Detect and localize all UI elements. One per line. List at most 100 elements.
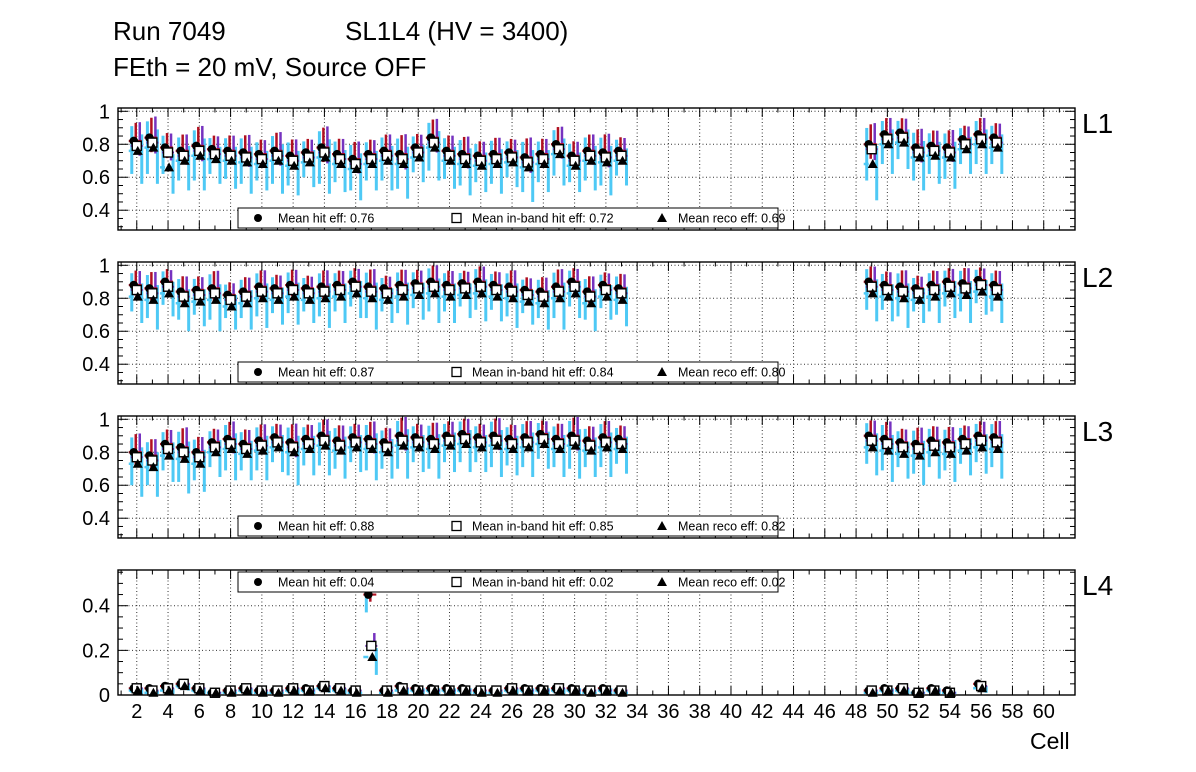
- inband-marker: [147, 288, 158, 299]
- legend-reco-label: Mean reco eff: 0.69: [678, 212, 786, 226]
- x-tick-label: 28: [532, 701, 554, 723]
- panel-frame: [117, 415, 1076, 539]
- legend-hit-label: Mean hit eff: 0.76: [278, 212, 374, 226]
- reco-marker: [586, 155, 597, 165]
- inband-marker: [897, 286, 909, 297]
- x-tick-label: 12: [282, 701, 304, 723]
- layer-label-l1: L1: [1082, 108, 1114, 139]
- reco-marker: [382, 155, 393, 165]
- reco-marker: [977, 442, 988, 452]
- reco-marker: [523, 685, 534, 695]
- reco-marker: [601, 442, 612, 452]
- x-tick-label: 48: [845, 701, 867, 723]
- inband-marker: [929, 440, 940, 451]
- reco-marker: [351, 442, 362, 452]
- y-tick-label: 0.8: [82, 288, 110, 310]
- x-tick-label: 40: [720, 701, 742, 723]
- inband-marker: [256, 286, 268, 297]
- reco-marker: [179, 453, 190, 463]
- reco-marker: [461, 685, 472, 695]
- inband-marker: [538, 291, 549, 302]
- reco-marker: [445, 440, 456, 450]
- reco-marker: [210, 154, 221, 164]
- reco-marker: [930, 291, 941, 301]
- reco-marker: [492, 291, 503, 301]
- reco-marker: [898, 137, 909, 147]
- reco-marker: [523, 296, 534, 306]
- legend-L2: Mean hit eff: 0.87 Mean in-band hit eff: …: [237, 361, 786, 383]
- legend-hit-marker: [254, 578, 262, 586]
- legend-L1: Mean hit eff: 0.76 Mean in-band hit eff: …: [237, 207, 786, 229]
- reco-marker: [257, 159, 268, 169]
- inband-marker: [866, 435, 877, 446]
- legend-inband-label: Mean in-band hit eff: 0.84: [472, 366, 614, 380]
- x-tick-label: 4: [162, 701, 173, 723]
- reco-marker: [617, 443, 628, 453]
- reco-marker: [289, 447, 300, 457]
- reco-marker: [429, 685, 440, 695]
- legend-box: [237, 361, 779, 383]
- reco-marker: [242, 685, 253, 695]
- x-tick-label: 56: [970, 701, 992, 723]
- inband-marker: [491, 284, 502, 296]
- y-tick-label: 0.4: [82, 354, 110, 376]
- reco-marker: [398, 291, 409, 301]
- y-tick-label: 0.4: [82, 508, 110, 530]
- reco-marker: [320, 152, 331, 162]
- reco-marker: [367, 159, 378, 169]
- legend-hit-label: Mean hit eff: 0.04: [278, 576, 374, 590]
- reco-marker: [164, 685, 175, 695]
- reco-marker: [523, 442, 534, 452]
- inband-marker: [553, 286, 565, 297]
- x-tick-label: 42: [751, 701, 773, 723]
- x-tick-label: 16: [345, 701, 367, 723]
- inband-marker: [272, 288, 283, 299]
- y-tick-label: 0.6: [82, 167, 110, 189]
- reco-marker: [554, 685, 565, 695]
- reco-marker: [382, 447, 393, 457]
- legend-hit-label: Mean hit eff: 0.88: [278, 520, 374, 534]
- legend-reco-marker: [657, 367, 667, 376]
- x-tick-label: 36: [657, 701, 679, 723]
- reco-marker: [601, 685, 612, 695]
- reco-marker: [992, 142, 1003, 152]
- inband-marker: [350, 281, 361, 292]
- legend-inband-marker: [451, 520, 462, 532]
- inband-marker: [194, 289, 205, 301]
- y-tick-label: 1: [99, 255, 110, 277]
- reco-marker: [445, 685, 456, 695]
- run-title: Run 7049: [113, 16, 226, 46]
- reco-marker: [570, 288, 581, 298]
- reco-marker: [570, 685, 581, 695]
- inband-marker: [334, 284, 346, 296]
- inband-marker: [913, 288, 924, 299]
- inband-marker: [428, 281, 440, 292]
- reco-marker: [945, 288, 956, 298]
- reco-marker: [414, 152, 425, 162]
- reco-marker: [508, 685, 519, 695]
- reco-marker: [132, 145, 143, 155]
- inband-marker: [366, 286, 377, 297]
- legend-box: [237, 571, 779, 593]
- reco-marker: [883, 445, 894, 455]
- superlayer-title: SL1L4 (HV = 3400): [345, 16, 569, 46]
- reco-marker: [945, 152, 956, 162]
- reco-marker: [257, 445, 268, 455]
- legend-reco-label: Mean reco eff: 0.02: [678, 576, 786, 590]
- reco-marker: [164, 162, 175, 172]
- reco-marker: [367, 293, 378, 303]
- y-tick-label: 0.8: [82, 134, 110, 156]
- reco-marker: [320, 293, 331, 303]
- x-tick-label: 46: [814, 701, 836, 723]
- y-tick-label: 0.8: [82, 442, 110, 464]
- reco-marker: [132, 291, 143, 301]
- reco-marker: [586, 298, 597, 308]
- legend-inband-marker: [451, 212, 462, 224]
- reco-marker: [179, 298, 190, 308]
- reco-marker: [398, 440, 409, 450]
- reco-marker: [132, 685, 143, 695]
- inband-marker: [241, 291, 252, 302]
- legend-reco-marker: [657, 577, 667, 586]
- inband-marker: [522, 289, 533, 301]
- inband-marker: [287, 284, 299, 296]
